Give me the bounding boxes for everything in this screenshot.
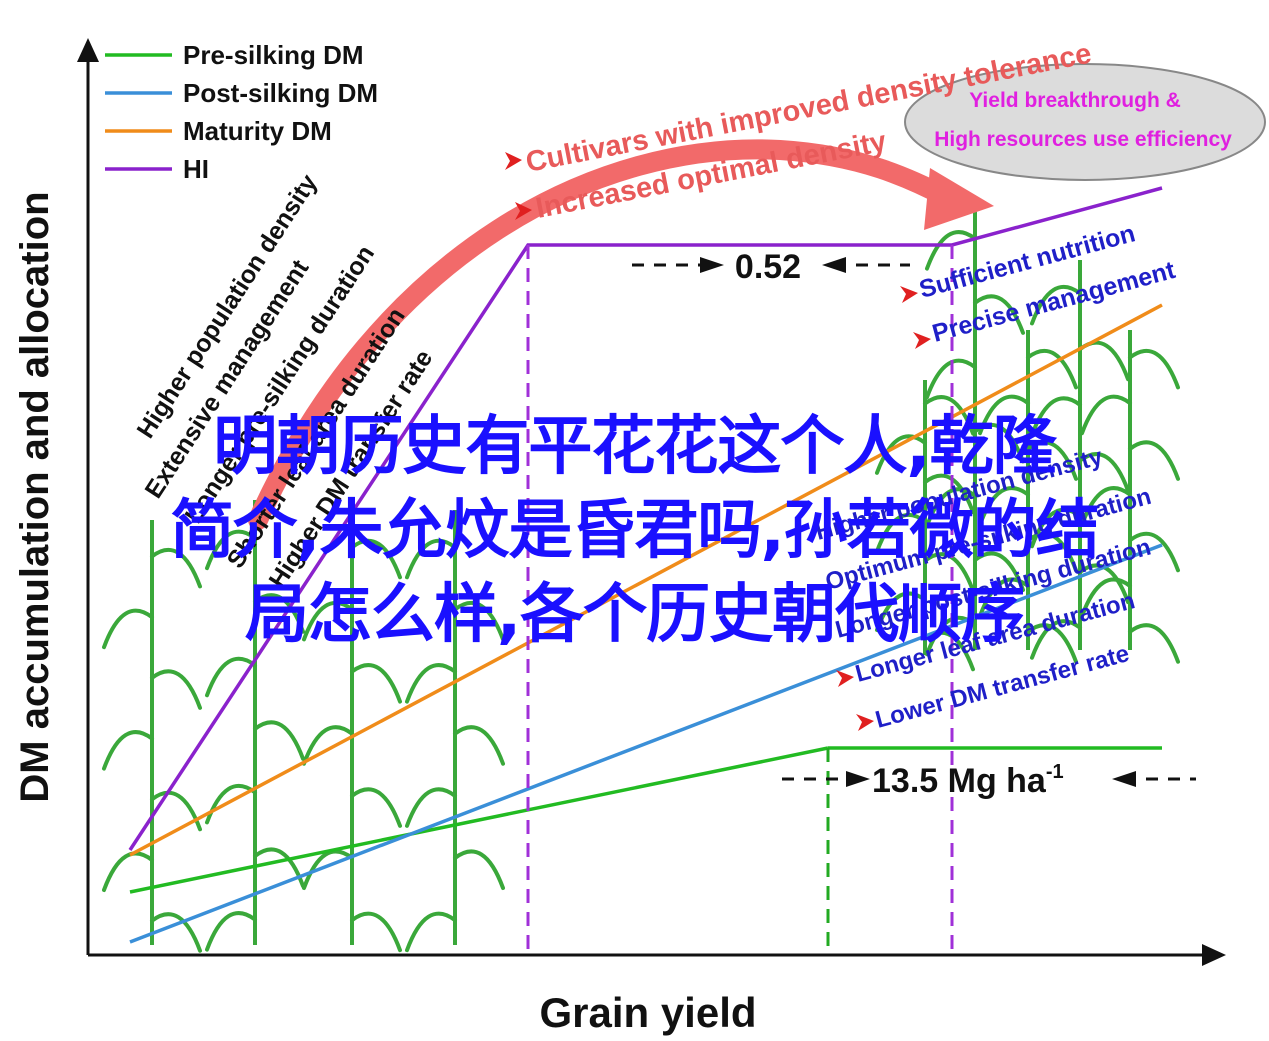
series-line-post-silking — [129, 543, 1163, 944]
series-line-pre-silking — [129, 746, 829, 894]
plant-leaf — [1128, 531, 1180, 573]
plant-leaf — [253, 720, 305, 761]
plant-leaf — [405, 663, 457, 704]
plant-leaf — [350, 787, 402, 828]
overlay-caption: 明朝历史有平花花这个人,乾隆 简介,朱允炆是昏君吗,孙若微的结 局怎么样,各个历… — [0, 405, 1269, 657]
ellipse-line-1: Yield breakthrough & — [969, 89, 1181, 112]
plant-leaf — [1026, 440, 1078, 481]
plant-leaf — [875, 591, 927, 632]
plant-leaf — [302, 849, 354, 890]
plant-leaf — [350, 538, 402, 580]
ellipse-line-2: High resources use efficiency — [934, 128, 1232, 151]
y-axis-arrowhead — [77, 38, 99, 62]
right-marker-3 — [836, 670, 854, 687]
plant-leaf — [102, 851, 154, 892]
plant-leaf — [205, 656, 257, 698]
right-marker-4 — [856, 714, 874, 731]
plant-leaf — [1030, 619, 1082, 660]
plant-leaf — [405, 787, 457, 828]
plant-leaf — [453, 849, 505, 890]
yield-value-text: 13.5 Mg ha — [872, 762, 1047, 800]
maize-plant-illustrations — [102, 200, 1180, 953]
plant-leaf — [1078, 452, 1130, 493]
hi-value-label: 0.52 — [735, 248, 801, 286]
yield-value-label: 13.5 Mg ha-1 — [872, 761, 1064, 800]
plant-leaf — [1128, 348, 1180, 390]
guide-lines — [526, 245, 954, 955]
legend-label-post-silking: Post-silking DM — [183, 78, 378, 108]
series-line-maturity — [129, 303, 1163, 857]
plant-leaf — [253, 593, 305, 634]
plant-leaf — [1030, 507, 1082, 549]
plant-leaf — [205, 911, 257, 952]
plant-leaf — [1080, 486, 1132, 527]
plant-leaf — [405, 911, 457, 953]
yield-unit-sup: -1 — [1046, 761, 1064, 783]
plant-leaf — [978, 394, 1030, 436]
plant-leaf — [150, 669, 202, 710]
ellipse-shape — [904, 63, 1266, 181]
plant-leaf — [978, 577, 1030, 618]
hi-arrowhead-left — [700, 257, 724, 273]
legend-label-pre-silking: Pre-silking DM — [183, 40, 364, 70]
plant-leaf — [1026, 348, 1078, 390]
plant-leaf — [453, 600, 505, 642]
plant-leaf — [150, 912, 202, 953]
overlay-line-1: 明朝历史有平花花这个人,乾隆 — [213, 410, 1056, 484]
plant-leaf — [925, 487, 977, 528]
plant-leaf — [453, 725, 505, 766]
plant-leaf — [350, 911, 402, 953]
plant-leaf — [925, 230, 977, 271]
plant-leaf — [1026, 623, 1078, 664]
plant-leaf — [350, 663, 402, 704]
right-marker-2 — [913, 332, 931, 349]
legend-label-hi: HI — [183, 154, 209, 184]
plant-leaf — [1128, 623, 1180, 664]
x-axis-arrowhead — [1202, 944, 1226, 966]
plant-leaf — [302, 725, 354, 766]
plant-leaf — [1080, 577, 1132, 618]
plant-leaf — [925, 358, 977, 400]
plant-leaf — [253, 847, 305, 888]
overlay-line-2: 简介,朱允炆是昏君吗,孙若微的结 — [170, 494, 1100, 568]
plant-leaf — [302, 600, 354, 642]
plant-leaf — [875, 512, 927, 554]
plant-leaf — [405, 538, 457, 580]
improvement-arrow — [248, 139, 994, 530]
plant-leaf — [102, 730, 154, 771]
plant-leaf — [1030, 284, 1082, 326]
legend: Pre-silking DM Post-silking DM Maturity … — [105, 40, 378, 184]
plant-leaf — [1078, 340, 1130, 382]
plant-leaf — [1128, 440, 1180, 481]
plant-leaf — [205, 529, 257, 571]
series-lines — [128, 186, 1163, 944]
plant-leaf — [1080, 394, 1132, 436]
plant-leaf — [925, 615, 977, 657]
plant-leaf — [923, 395, 975, 436]
curved-arrow-head — [924, 168, 994, 230]
plant-leaf — [150, 790, 202, 832]
top-label-marker-1 — [505, 152, 522, 170]
x-axis-title: Grain yield — [539, 989, 756, 1036]
yield-arrowhead-left — [846, 771, 870, 787]
right-marker-1 — [900, 286, 918, 303]
legend-label-maturity: Maturity DM — [183, 116, 332, 146]
series-line-hi — [128, 186, 1163, 851]
overlay-line-3: 局怎么样,各个历史朝代顺序 — [244, 578, 1025, 652]
curved-arrow-shaft — [248, 139, 958, 530]
top-label-marker-2 — [515, 202, 532, 220]
plant-leaf — [150, 547, 202, 589]
plant-leaf — [1026, 531, 1078, 573]
plant-leaf — [102, 608, 154, 650]
value-annotations: 0.52 13.5 Mg ha-1 — [632, 248, 1196, 800]
plant-leaf — [875, 434, 927, 475]
plant-leaf — [1030, 396, 1082, 437]
plant-leaf — [973, 294, 1025, 335]
y-axis-title: DM accumulation and allocation — [13, 191, 57, 802]
breakthrough-ellipse: Yield breakthrough & High resources use … — [904, 63, 1266, 181]
plant-leaf — [1078, 563, 1130, 604]
axes — [77, 38, 1226, 966]
plant-leaf — [978, 486, 1030, 527]
